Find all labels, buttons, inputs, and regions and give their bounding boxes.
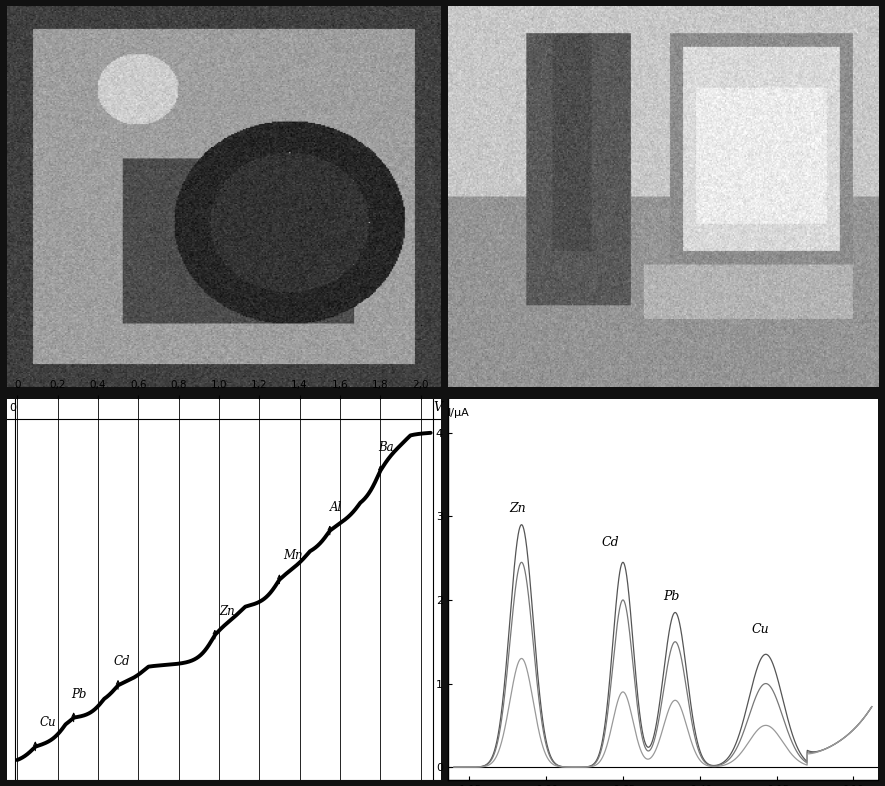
Text: 0: 0	[9, 402, 16, 413]
Text: V: V	[434, 401, 442, 414]
Text: Zn: Zn	[509, 502, 526, 515]
Text: Al: Al	[330, 501, 342, 514]
Text: Cu: Cu	[752, 623, 770, 637]
Text: I/μA: I/μA	[448, 408, 470, 418]
Text: Cd: Cd	[602, 535, 619, 549]
Text: Pb: Pb	[663, 590, 680, 603]
Text: Ba: Ba	[378, 441, 394, 454]
Text: Mn: Mn	[283, 549, 303, 563]
Text: Cu: Cu	[39, 717, 56, 729]
Text: Cd: Cd	[114, 655, 130, 668]
Text: Pb: Pb	[72, 688, 87, 700]
Text: Zn: Zn	[219, 604, 235, 618]
